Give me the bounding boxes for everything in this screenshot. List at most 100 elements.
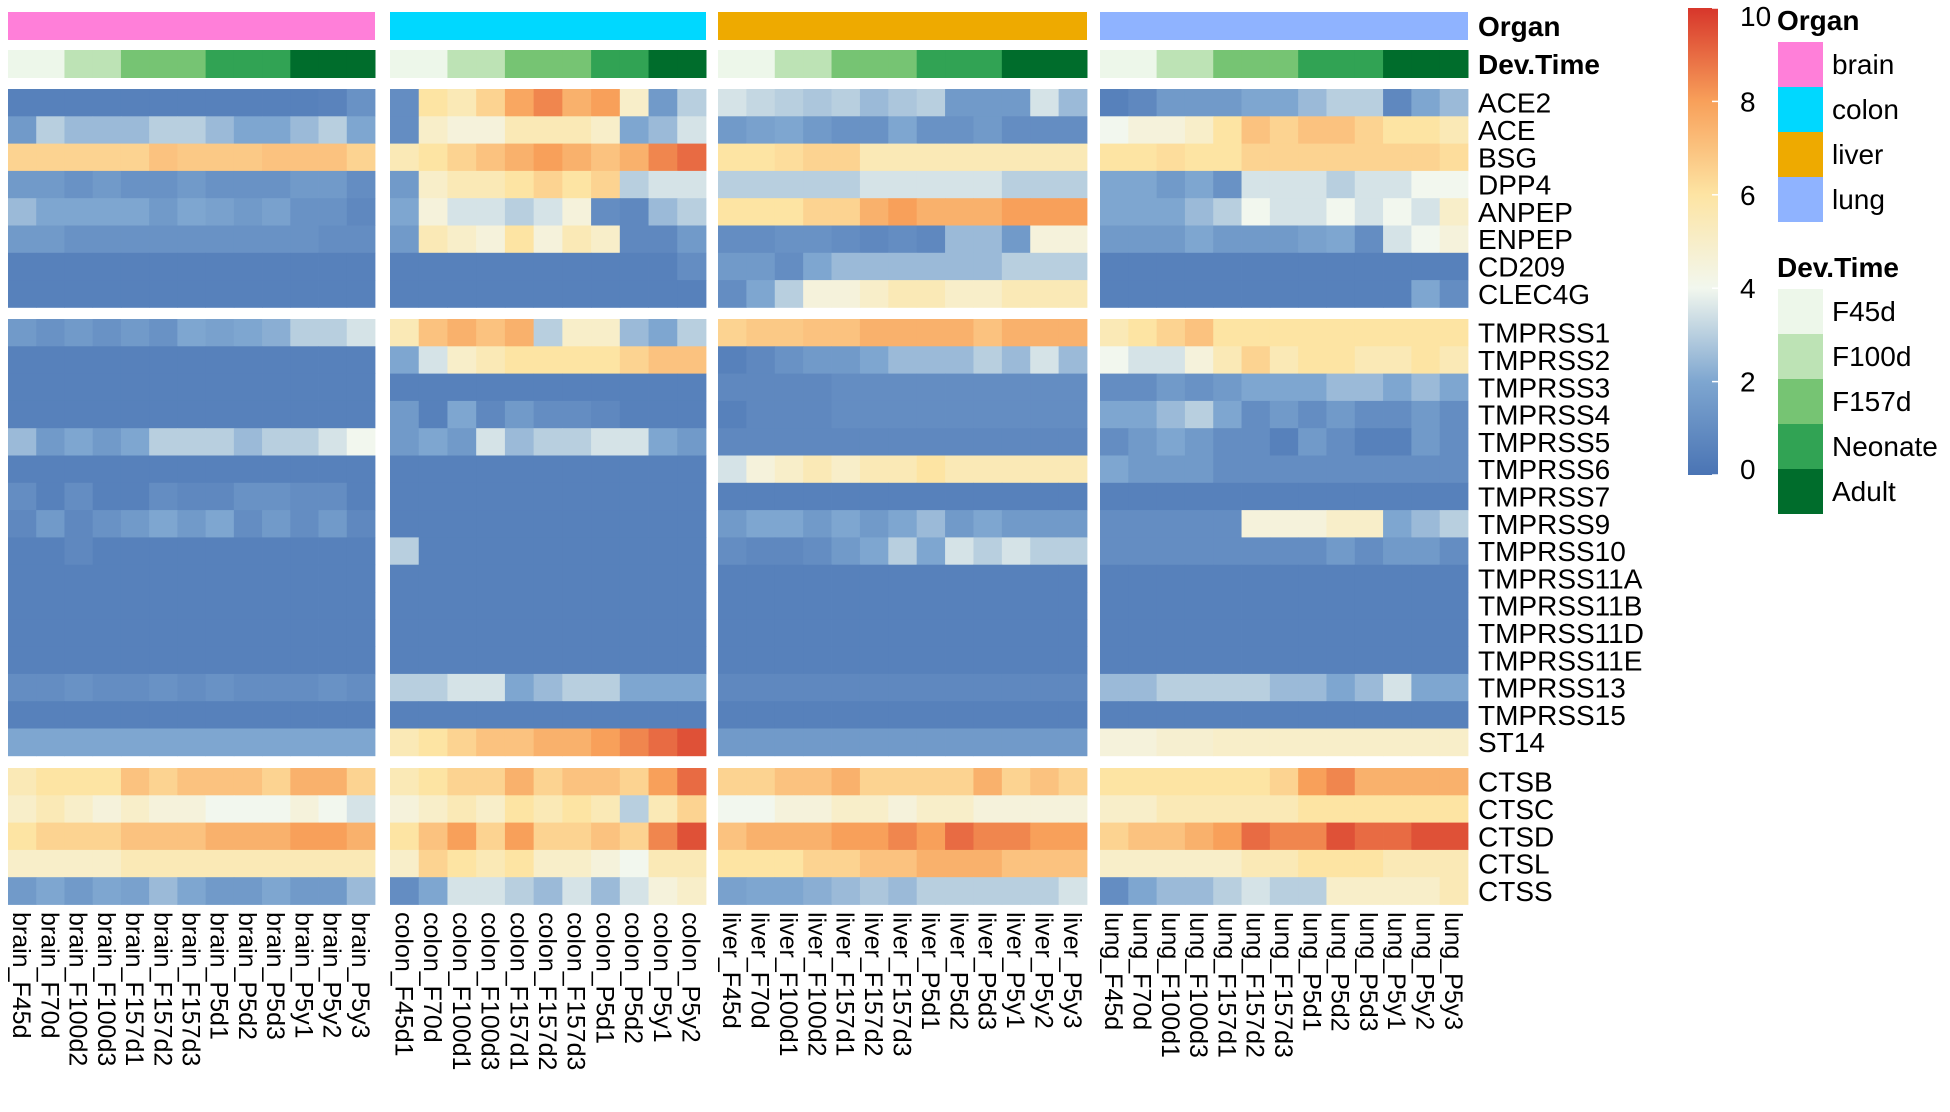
cell-CD209-liver_F100d1 bbox=[774, 252, 804, 281]
cell-CTSS-brain_P5y1 bbox=[290, 877, 319, 905]
devtime-cell-lung_P5d1 bbox=[1298, 50, 1327, 78]
cell-ACE-lung_P5d1 bbox=[1298, 116, 1327, 144]
cell-CTSL-brain_P5y1 bbox=[290, 849, 319, 878]
cell-CD209-brain_P5y3 bbox=[346, 252, 376, 281]
cell-ACE2-liver_P5d2 bbox=[945, 89, 974, 117]
cell-TMPRSS11E-brain_P5y3 bbox=[346, 646, 376, 675]
cell-ENPEP-colon_P5y2 bbox=[677, 225, 707, 254]
cell-ANPEP-brain_F157d2 bbox=[149, 198, 178, 226]
cell-TMPRSS13-brain_F100d2 bbox=[64, 673, 94, 702]
cell-TMPRSS3-lung_P5d1 bbox=[1298, 373, 1327, 402]
cell-CLEC4G-brain_P5y2 bbox=[318, 280, 348, 308]
cell-ANPEP-lung_P5y1 bbox=[1383, 198, 1412, 226]
cell-TMPRSS4-liver_F157d2 bbox=[859, 400, 889, 429]
sample-label-lung_P5d3: lung_P5d3 bbox=[1354, 912, 1382, 1032]
cell-CTSB-liver_P5d2 bbox=[945, 768, 974, 796]
cell-TMPRSS9-brain_P5y3 bbox=[346, 510, 376, 538]
cell-TMPRSS6-liver_P5y2 bbox=[1030, 455, 1060, 484]
cell-ST14-brain_F157d1 bbox=[120, 728, 150, 757]
cell-TMPRSS1-colon_P5d2 bbox=[619, 319, 649, 347]
cell-TMPRSS11D-liver_P5y2 bbox=[1030, 619, 1060, 647]
cell-BSG-lung_F157d1 bbox=[1213, 143, 1242, 172]
cell-CD209-liver_F157d3 bbox=[888, 252, 918, 281]
cell-TMPRSS13-lung_P5d1 bbox=[1298, 673, 1327, 702]
cell-CTSD-lung_F45d bbox=[1100, 822, 1129, 851]
cell-TMPRSS1-lung_F157d1 bbox=[1213, 319, 1242, 347]
cell-TMPRSS2-lung_F157d1 bbox=[1213, 346, 1242, 374]
cell-CLEC4G-brain_F70d bbox=[36, 280, 65, 308]
cell-TMPRSS4-brain_F100d3 bbox=[92, 400, 122, 429]
cell-TMPRSS1-lung_P5y1 bbox=[1383, 319, 1412, 347]
sample-label-brain_F100d3: brain_F100d3 bbox=[92, 912, 120, 1066]
cell-TMPRSS11A-colon_F70d bbox=[418, 564, 448, 593]
cell-CTSS-colon_F100d3 bbox=[476, 877, 506, 905]
cell-TMPRSS1-liver_F100d1 bbox=[774, 319, 804, 347]
cell-ST14-liver_F157d1 bbox=[831, 728, 861, 757]
gene-label-TMPRSS9: TMPRSS9 bbox=[1478, 509, 1610, 540]
cell-TMPRSS9-brain_P5y1 bbox=[290, 510, 319, 538]
cell-TMPRSS9-lung_F157d1 bbox=[1213, 510, 1242, 538]
cell-TMPRSS2-lung_P5d3 bbox=[1354, 346, 1384, 374]
cell-TMPRSS11D-lung_P5y1 bbox=[1383, 619, 1412, 647]
cell-TMPRSS4-colon_F45d1 bbox=[390, 400, 420, 429]
cell-CTSL-liver_F157d1 bbox=[831, 849, 861, 878]
cell-TMPRSS4-colon_P5y2 bbox=[677, 400, 707, 429]
cell-TMPRSS5-lung_P5y3 bbox=[1439, 428, 1469, 456]
cell-ENPEP-colon_F45d1 bbox=[390, 225, 420, 254]
cell-TMPRSS11D-lung_P5y3 bbox=[1439, 619, 1469, 647]
cell-CTSD-lung_F157d1 bbox=[1213, 822, 1242, 851]
cell-TMPRSS10-brain_P5y3 bbox=[346, 537, 376, 566]
cell-CTSB-lung_P5y3 bbox=[1439, 768, 1469, 796]
cell-TMPRSS9-liver_P5d1 bbox=[916, 510, 946, 538]
cell-CTSB-colon_P5y2 bbox=[677, 768, 707, 796]
cell-CD209-colon_P5d2 bbox=[619, 252, 649, 281]
cell-CD209-brain_P5d2 bbox=[233, 252, 263, 281]
cell-ENPEP-colon_F70d bbox=[418, 225, 448, 254]
cell-ENPEP-lung_F157d3 bbox=[1269, 225, 1299, 254]
cell-ANPEP-liver_F100d2 bbox=[803, 198, 832, 226]
cell-TMPRSS1-lung_F100d3 bbox=[1184, 319, 1214, 347]
cell-TMPRSS7-brain_P5d3 bbox=[262, 482, 291, 511]
sample-label-lung_P5d1: lung_P5d1 bbox=[1297, 912, 1325, 1032]
cell-CTSD-liver_F157d3 bbox=[888, 822, 918, 851]
cell-TMPRSS11E-colon_F157d2 bbox=[533, 646, 563, 675]
cell-TMPRSS10-colon_P5y1 bbox=[648, 537, 678, 566]
cell-CTSB-lung_F100d3 bbox=[1184, 768, 1214, 796]
cell-ENPEP-colon_P5d2 bbox=[619, 225, 649, 254]
cell-CTSB-liver_P5y3 bbox=[1058, 768, 1088, 796]
cell-TMPRSS11D-brain_F100d2 bbox=[64, 619, 94, 647]
cell-ACE-liver_P5y2 bbox=[1030, 116, 1060, 144]
cell-BSG-colon_P5d2 bbox=[619, 143, 649, 172]
cell-TMPRSS13-lung_P5y1 bbox=[1383, 673, 1412, 702]
cell-CTSC-brain_P5d2 bbox=[233, 795, 263, 823]
cell-TMPRSS9-liver_F157d1 bbox=[831, 510, 861, 538]
cell-TMPRSS7-liver_F157d2 bbox=[859, 482, 889, 511]
cell-TMPRSS10-brain_F100d3 bbox=[92, 537, 122, 566]
cell-TMPRSS11E-colon_F45d1 bbox=[390, 646, 420, 675]
organ-legend-label-brain: brain bbox=[1832, 49, 1894, 80]
cell-ANPEP-lung_F157d1 bbox=[1213, 198, 1242, 226]
cell-TMPRSS15-lung_F100d3 bbox=[1184, 701, 1214, 729]
cell-TMPRSS10-brain_P5y2 bbox=[318, 537, 348, 566]
cell-TMPRSS1-liver_F157d2 bbox=[859, 319, 889, 347]
cell-BSG-colon_F157d3 bbox=[562, 143, 592, 172]
cell-CTSB-lung_F100d1 bbox=[1156, 768, 1186, 796]
cell-TMPRSS4-liver_F100d2 bbox=[803, 400, 832, 429]
cell-BSG-colon_F45d1 bbox=[390, 143, 420, 172]
cell-TMPRSS4-lung_F100d3 bbox=[1184, 400, 1214, 429]
devtime-cell-liver_P5y3 bbox=[1058, 50, 1088, 78]
cell-TMPRSS6-liver_P5d2 bbox=[945, 455, 974, 484]
cell-CTSL-brain_P5y2 bbox=[318, 849, 348, 878]
cell-TMPRSS3-liver_P5d1 bbox=[916, 373, 946, 402]
cell-ACE2-colon_F100d1 bbox=[447, 89, 477, 117]
cell-TMPRSS2-colon_P5d1 bbox=[591, 346, 621, 374]
cell-ANPEP-lung_F157d2 bbox=[1241, 198, 1271, 226]
sample-label-colon_F157d1: colon_F157d1 bbox=[504, 912, 532, 1070]
cell-CTSS-lung_F157d3 bbox=[1269, 877, 1299, 905]
cell-DPP4-lung_P5y2 bbox=[1411, 170, 1441, 199]
cell-TMPRSS11B-colon_P5d1 bbox=[591, 592, 621, 620]
cell-TMPRSS11D-lung_F100d3 bbox=[1184, 619, 1214, 647]
cell-TMPRSS11A-brain_F100d2 bbox=[64, 564, 94, 593]
cell-ACE-brain_P5y3 bbox=[346, 116, 376, 144]
cell-TMPRSS10-colon_F100d1 bbox=[447, 537, 477, 566]
